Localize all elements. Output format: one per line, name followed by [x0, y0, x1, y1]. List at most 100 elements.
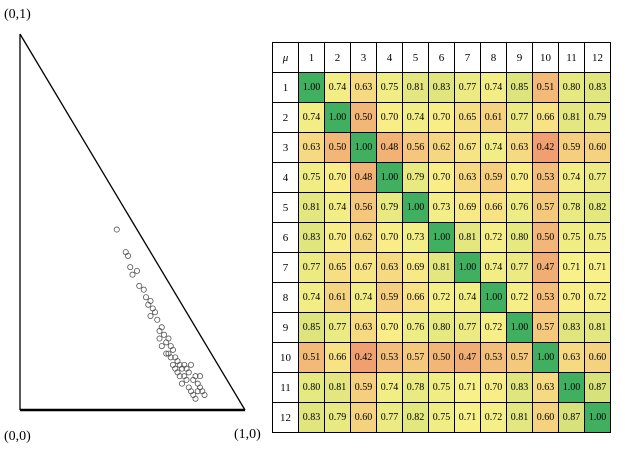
matrix-cell: 0.79	[584, 102, 611, 133]
matrix-row: 9 0.85 0.77 0.63 0.70 0.76 0.80 0.77 0.72 1.00 0.5…	[272, 312, 611, 343]
matrix-cell: 0.80	[506, 222, 533, 253]
matrix-cell: 0.69	[402, 252, 429, 283]
matrix-cell: 0.66	[532, 102, 559, 133]
matrix-cell: 0.77	[298, 252, 325, 283]
matrix-cell: 0.83	[558, 312, 585, 343]
matrix-cell: 0.47	[532, 252, 559, 283]
matrix-cell: 1.00	[402, 192, 429, 223]
matrix-cell: 0.61	[324, 282, 351, 313]
scatter-point	[165, 335, 172, 342]
matrix-cell: 0.74	[480, 132, 507, 163]
matrix-cell: 0.78	[402, 372, 429, 403]
matrix-cell: 1.00	[350, 132, 377, 163]
scatter-point	[127, 264, 134, 271]
matrix-cell: 0.66	[324, 342, 351, 373]
matrix-cell: 0.63	[558, 342, 585, 373]
scatter-point	[125, 252, 132, 259]
row-header: 2	[272, 102, 299, 133]
scatter-point	[142, 294, 149, 301]
matrix-cell: 0.74	[402, 102, 429, 133]
scatter-point	[194, 380, 201, 387]
scatter-point	[140, 286, 147, 293]
row-header: 8	[272, 282, 299, 313]
matrix-cell: 0.66	[480, 192, 507, 223]
column-header: 11	[558, 42, 585, 73]
simplex-frame	[19, 33, 246, 412]
matrix-cell: 0.48	[376, 132, 403, 163]
matrix-row: 12 0.83 0.79 0.60 0.77 0.82 0.75 0.71 0.72 0.81 0.…	[272, 402, 611, 433]
matrix-cell: 0.65	[324, 252, 351, 283]
matrix-cell: 0.70	[376, 102, 403, 133]
row-header: 10	[272, 342, 299, 373]
matrix-cell: 0.85	[506, 72, 533, 103]
matrix-row: 4 0.75 0.70 0.48 1.00 0.79 0.70 0.63 0.59 0.70 0.5…	[272, 162, 611, 193]
corner-label-right: (1,0)	[234, 427, 261, 442]
matrix-row: 7 0.77 0.65 0.67 0.63 0.69 0.81 1.00 0.74 0.77 0.4…	[272, 252, 611, 283]
matrix-cell: 0.76	[402, 312, 429, 343]
scatter-point	[183, 376, 190, 383]
scatter-point	[156, 335, 163, 342]
matrix-cell: 1.00	[532, 342, 559, 373]
matrix-cell: 0.42	[350, 342, 377, 373]
matrix-cell: 0.53	[480, 342, 507, 373]
matrix-cell: 0.81	[402, 72, 429, 103]
matrix-cell: 0.81	[324, 372, 351, 403]
column-header: 7	[454, 42, 481, 73]
matrix-cell: 1.00	[480, 282, 507, 313]
matrix-cell: 0.57	[402, 342, 429, 373]
scatter-point	[176, 373, 183, 380]
matrix-cell: 0.72	[480, 222, 507, 253]
matrix-cell: 0.72	[480, 312, 507, 343]
matrix-cell: 0.77	[324, 312, 351, 343]
matrix-cell: 0.83	[506, 372, 533, 403]
matrix-cell: 0.82	[584, 192, 611, 223]
scatter-point	[178, 380, 185, 387]
matrix-row: 5 0.81 0.74 0.56 0.79 1.00 0.73 0.69 0.66 0.76 0.5…	[272, 192, 611, 223]
scatter-point	[196, 373, 203, 380]
matrix-cell: 0.63	[532, 372, 559, 403]
matrix-cell: 0.71	[584, 252, 611, 283]
matrix-cell: 1.00	[324, 102, 351, 133]
matrix-cell: 0.74	[324, 72, 351, 103]
matrix-cell: 0.60	[350, 402, 377, 433]
matrix-cell: 0.42	[532, 132, 559, 163]
scatter-point	[156, 328, 163, 335]
matrix-cell: 0.73	[402, 222, 429, 253]
matrix-cell: 0.59	[558, 132, 585, 163]
scatter-point	[201, 391, 208, 398]
matrix-cell: 0.74	[324, 192, 351, 223]
matrix-cell: 0.77	[584, 162, 611, 193]
matrix-cell: 0.60	[584, 342, 611, 373]
column-header: 12	[584, 42, 611, 73]
matrix-cell: 1.00	[584, 402, 611, 433]
matrix-cell: 0.65	[454, 102, 481, 133]
matrix-cell: 0.74	[298, 282, 325, 313]
matrix-cell: 0.70	[480, 372, 507, 403]
matrix-cell: 0.73	[428, 192, 455, 223]
matrix-cell: 0.74	[350, 282, 377, 313]
matrix-cell: 0.53	[532, 282, 559, 313]
column-header: 3	[350, 42, 377, 73]
matrix-cell: 0.83	[298, 402, 325, 433]
matrix-cell: 0.53	[376, 342, 403, 373]
matrix-cell: 0.71	[558, 252, 585, 283]
matrix-cell: 0.50	[532, 222, 559, 253]
matrix-body: 1 1.00 0.74 0.63 0.75 0.81 0.83 0.77 0.74 0.85 0.5…	[272, 72, 611, 433]
matrix-cell: 0.63	[376, 252, 403, 283]
matrix-cell: 0.70	[324, 162, 351, 193]
matrix-cell: 0.72	[428, 282, 455, 313]
matrix-cell: 0.83	[428, 72, 455, 103]
matrix-cell: 0.77	[506, 102, 533, 133]
matrix-cell: 0.79	[402, 162, 429, 193]
corner-label-top: (0,1)	[4, 7, 31, 22]
matrix-cell: 1.00	[298, 72, 325, 103]
scatter-point	[169, 346, 176, 353]
matrix-cell: 0.76	[506, 192, 533, 223]
matrix-cell: 0.83	[298, 222, 325, 253]
scatter-point	[183, 365, 190, 372]
scatter-point	[147, 297, 154, 304]
matrix-cell: 0.59	[376, 282, 403, 313]
matrix-row: 1 1.00 0.74 0.63 0.75 0.81 0.83 0.77 0.74 0.85 0.5…	[272, 72, 611, 103]
matrix-cell: 0.77	[454, 312, 481, 343]
row-header: 12	[272, 402, 299, 433]
